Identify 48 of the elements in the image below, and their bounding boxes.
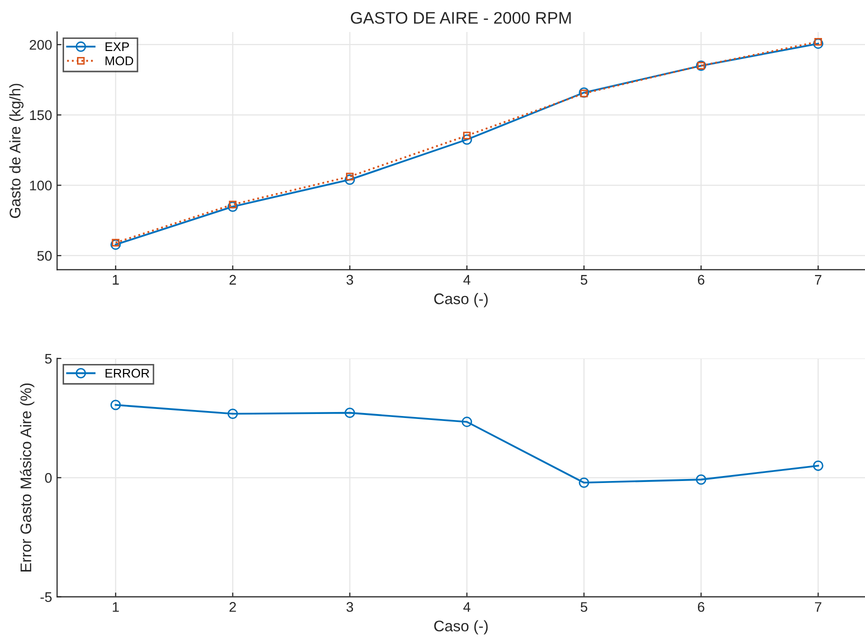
x-tick-label: 2	[230, 602, 236, 612]
point	[228, 408, 238, 419]
y-tick-label: 150	[30, 110, 52, 120]
x-tick-label: 7	[815, 602, 822, 612]
x-tick-label: 1	[112, 602, 119, 612]
point	[578, 87, 590, 98]
y-tick-label: 100	[30, 180, 52, 190]
y-axis-title: Gasto de Aire (kg/h)	[9, 84, 24, 218]
point	[344, 174, 356, 185]
legend-label: MOD	[106, 56, 134, 66]
y-tick-label: 50	[37, 250, 52, 261]
point	[110, 400, 121, 410]
x-tick-label: 6	[698, 602, 704, 612]
x-axis-title: Caso (-)	[434, 620, 488, 634]
y-tick-label: 0	[45, 472, 52, 483]
x-axis-title: Caso (-)	[434, 293, 488, 308]
legend-label: EXP	[106, 42, 129, 52]
point	[462, 416, 472, 428]
point	[228, 200, 237, 208]
point	[228, 201, 238, 212]
point	[463, 132, 471, 140]
y-tick-label: 5	[45, 354, 52, 364]
point	[580, 90, 588, 98]
chart-title: GASTO DE AIRE - 2000 RPM	[350, 12, 571, 24]
y-axis-title: Error Gasto Másico Aire (%)	[20, 384, 34, 572]
point	[346, 172, 354, 180]
point	[812, 38, 824, 49]
y-tick-label: 200	[30, 40, 52, 50]
point	[814, 38, 822, 46]
point	[462, 134, 472, 145]
x-tick-label: 4	[463, 275, 470, 285]
x-tick-label: 5	[580, 275, 588, 285]
x-tick-label: 3	[346, 602, 354, 612]
legend-label: ERROR	[106, 368, 150, 378]
x-tick-label: 7	[815, 275, 822, 285]
x-tick-label: 3	[346, 274, 354, 285]
x-tick-label: 6	[698, 274, 704, 285]
x-tick-label: 5	[580, 602, 588, 612]
point	[112, 238, 120, 246]
x-tick-label: 2	[230, 274, 236, 285]
point	[696, 474, 706, 485]
point	[344, 408, 356, 418]
y-tick-label: -5	[40, 592, 52, 602]
point	[812, 460, 824, 471]
x-tick-label: 1	[112, 275, 119, 285]
x-tick-label: 4	[463, 602, 470, 612]
point	[578, 477, 590, 488]
point	[110, 239, 121, 250]
